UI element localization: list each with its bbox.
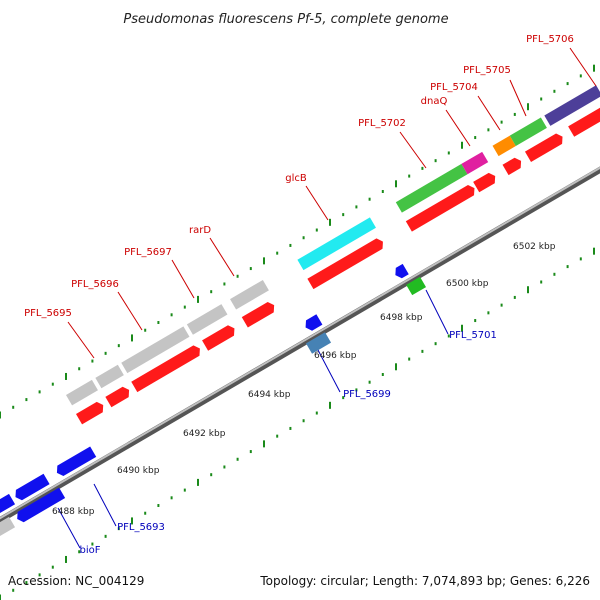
scale-label-6500: 6500 kbp xyxy=(446,279,489,289)
leader-pfl-5697 xyxy=(171,259,195,299)
leader-pfl-5704 xyxy=(477,95,501,131)
genome-summary-text: Topology: circular; Length: 7,074,893 bp… xyxy=(259,574,590,588)
leader-pfl-5695 xyxy=(67,321,95,359)
leader-pfl-5701 xyxy=(425,289,449,335)
tick-rows xyxy=(0,64,595,600)
gene-label-dnaq[interactable]: dnaQ xyxy=(421,96,448,107)
scale-label-6502: 6502 kbp xyxy=(513,242,556,252)
gene-label-pfl-5706[interactable]: PFL_5706 xyxy=(526,34,574,45)
leader-pfl-5706 xyxy=(569,47,597,87)
reverse-track-lower xyxy=(0,276,427,539)
leader-biof xyxy=(57,507,81,549)
gene-label-biof[interactable]: bioF xyxy=(80,545,101,556)
accession-text: Accession: NC_004129 xyxy=(8,574,144,588)
scale-label-6494: 6494 kbp xyxy=(248,390,291,400)
forward-leader-lines xyxy=(67,47,597,359)
gene-label-pfl-5695[interactable]: PFL_5695 xyxy=(24,308,72,319)
gene-label-pfl-5699[interactable]: PFL_5699 xyxy=(343,389,391,400)
scale-label-6490: 6490 kbp xyxy=(117,466,160,476)
reverse-leader-lines xyxy=(57,289,449,549)
leader-rard xyxy=(209,237,235,277)
scale-labels: 6488 kbp 6490 kbp 6492 kbp 6494 kbp 6496… xyxy=(52,242,556,517)
leader-pfl-5699 xyxy=(317,349,341,393)
gene-label-pfl-5705[interactable]: PFL_5705 xyxy=(463,65,511,76)
scale-label-6498: 6498 kbp xyxy=(380,313,423,323)
forward-track-upper xyxy=(66,85,600,406)
genome-title: Pseudomonas fluorescens Pf-5, complete g… xyxy=(123,12,448,27)
scale-label-6496: 6496 kbp xyxy=(314,351,357,361)
scale-label-6488: 6488 kbp xyxy=(52,507,95,517)
reverse-track-upper xyxy=(0,263,409,514)
gene-label-rard[interactable]: rarD xyxy=(189,225,211,236)
scale-label-6492: 6492 kbp xyxy=(183,429,226,439)
reverse-gene-labels: bioF PFL_5693 PFL_5699 PFL_5701 xyxy=(80,330,497,556)
leader-dnaq xyxy=(445,109,471,147)
gene-label-pfl-5693[interactable]: PFL_5693 xyxy=(117,522,165,533)
leader-pfl-5705 xyxy=(509,79,527,117)
gene-label-pfl-5704[interactable]: PFL_5704 xyxy=(430,82,478,93)
backbone xyxy=(0,166,600,524)
gene-label-pfl-5701[interactable]: PFL_5701 xyxy=(449,330,497,341)
gene-label-pfl-5697[interactable]: PFL_5697 xyxy=(124,247,172,258)
leader-pfl-5702 xyxy=(399,131,427,169)
gene-label-pfl-5696[interactable]: PFL_5696 xyxy=(71,279,119,290)
forward-track-lower xyxy=(76,101,600,425)
leader-pfl-5696 xyxy=(117,291,143,331)
gene-label-glcb[interactable]: glcB xyxy=(285,173,307,184)
leader-pfl-5693 xyxy=(93,483,117,527)
forward-gene-labels: PFL_5695 PFL_5696 PFL_5697 rarD glcB PFL… xyxy=(24,34,574,319)
leader-glcb xyxy=(305,185,329,221)
gene-label-pfl-5702[interactable]: PFL_5702 xyxy=(358,118,406,129)
